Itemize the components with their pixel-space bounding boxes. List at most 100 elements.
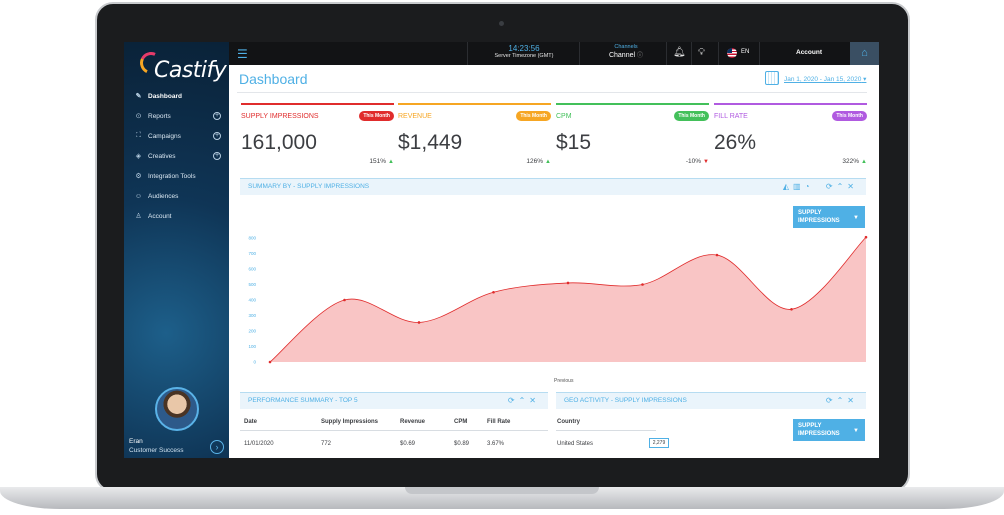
calendar-icon[interactable]: [765, 71, 779, 85]
panel-tools: ⟳⌃✕: [508, 396, 540, 405]
sidebar-item-label: Creatives: [148, 152, 176, 160]
cell-cpm: $0.89: [454, 441, 470, 447]
kpi-card-supply-impressions[interactable]: SUPPLY IMPRESSIONS This Month 161,000 15…: [241, 103, 394, 166]
kpi-value: 161,000: [241, 131, 317, 154]
top-bar: ☰ 14:23:56 Server Timezone (GMT) Channel…: [229, 42, 879, 65]
home-icon[interactable]: ⌂: [850, 42, 879, 65]
kpi-title: CPM: [556, 113, 572, 120]
sidebar-item-creatives[interactable]: ◈ Creatives +: [124, 146, 229, 166]
refresh-icon[interactable]: ⟳: [825, 396, 837, 405]
pie-chart-icon[interactable]: ◔: [804, 182, 814, 191]
y-tick-label: 100: [248, 344, 256, 349]
summary-panel-title: SUMMARY BY - SUPPLY IMPRESSIONS: [248, 183, 370, 190]
kpi-value: $15: [556, 131, 592, 154]
divider: [666, 42, 667, 65]
kpi-card-revenue[interactable]: REVENUE This Month $1,449 126% ▲: [398, 103, 551, 166]
y-tick-label: 0: [253, 360, 256, 365]
expand-plus-icon[interactable]: +: [213, 112, 221, 120]
kpi-value: $1,449: [398, 131, 463, 154]
user-profile-arrow-icon[interactable]: ›: [210, 440, 224, 454]
table-divider: [240, 430, 548, 431]
close-icon[interactable]: ✕: [847, 182, 858, 191]
language-selector[interactable]: EN: [741, 49, 750, 55]
channel-value: Channel ⓘ: [608, 52, 644, 59]
data-point[interactable]: [343, 298, 346, 302]
sidebar-item-label: Reports: [148, 112, 171, 120]
campaigns-icon: ⛶: [136, 132, 141, 139]
cell-fill-rate: 3.67%: [487, 441, 505, 447]
hamburger-menu-icon[interactable]: ☰: [237, 47, 248, 61]
metric-select[interactable]: SUPPLY IMPRESSIONS ▼: [793, 206, 865, 228]
kpi-change: 151% ▲: [369, 158, 394, 165]
close-icon[interactable]: ✕: [529, 396, 540, 405]
close-icon[interactable]: ✕: [847, 396, 858, 405]
kpi-card-cpm[interactable]: CPM This Month $15 -10% ▼: [556, 103, 709, 166]
column-header-supply-impressions[interactable]: Supply Impressions: [321, 419, 379, 425]
data-point[interactable]: [492, 290, 495, 294]
kpi-change: 322% ▲: [842, 158, 867, 165]
header-divider: [237, 92, 867, 93]
expand-plus-icon[interactable]: +: [213, 152, 221, 160]
summary-panel-header: SUMMARY BY - SUPPLY IMPRESSIONS ◭▥◔ ⟳⌃✕: [240, 179, 866, 195]
account-menu[interactable]: Account: [796, 49, 822, 56]
divider: [759, 42, 760, 65]
summary-area-chart: 0 100 200 300 400 500 600 700 800: [248, 235, 868, 365]
collapse-icon[interactable]: ⌃: [836, 396, 848, 405]
laptop-base: [0, 487, 1004, 509]
divider: [467, 42, 468, 65]
geo-metric-select[interactable]: SUPPLY IMPRESSIONS ▼: [793, 419, 865, 441]
refresh-icon[interactable]: ⟳: [507, 396, 519, 405]
sidebar-item-reports[interactable]: ⊙ Reports +: [124, 106, 229, 126]
column-header-revenue[interactable]: Revenue: [400, 419, 426, 425]
divider: [579, 42, 580, 65]
castify-logo[interactable]: Castify: [134, 48, 227, 84]
sidebar-item-integration-tools[interactable]: ⚙ Integration Tools: [124, 166, 229, 186]
column-header-date[interactable]: Date: [244, 419, 258, 425]
chevron-down-icon: ▼: [853, 215, 859, 221]
area-chart-icon[interactable]: ◭: [782, 182, 794, 191]
sidebar-item-dashboard[interactable]: ✎ Dashboard: [124, 86, 229, 106]
chart-legend-fragment: Previous: [554, 378, 574, 384]
us-flag-icon[interactable]: [727, 48, 737, 58]
channel-selector[interactable]: Channels Channel ⓘ: [581, 44, 671, 59]
y-tick-label: 700: [248, 251, 256, 256]
notifications-bell-icon[interactable]: 🔔︎: [673, 47, 686, 58]
webcam: [499, 21, 504, 26]
date-range-picker[interactable]: Jan 1, 2020 - Jan 15, 2020 ▾: [784, 76, 867, 83]
divider: [691, 42, 692, 65]
logo-text: Castify: [154, 58, 227, 83]
column-header-fill-rate[interactable]: Fill Rate: [487, 419, 511, 425]
expand-plus-icon[interactable]: +: [213, 132, 221, 140]
country-count-badge: 2,279: [649, 438, 669, 448]
performance-panel-header: PERFORMANCE SUMMARY - TOP 5 ⟳⌃✕: [240, 393, 548, 409]
performance-panel: PERFORMANCE SUMMARY - TOP 5 ⟳⌃✕: [240, 392, 548, 409]
collapse-icon[interactable]: ⌃: [836, 182, 848, 191]
collapse-icon[interactable]: ⌃: [518, 396, 530, 405]
kpi-title: SUPPLY IMPRESSIONS: [241, 113, 319, 120]
tips-lightbulb-icon[interactable]: 💡︎: [698, 47, 705, 58]
kpi-card-fill-rate[interactable]: FILL RATE This Month 26% 322% ▲: [714, 103, 867, 166]
data-point[interactable]: [864, 235, 868, 239]
bar-chart-icon[interactable]: ▥: [793, 182, 805, 191]
column-header-country[interactable]: Country: [557, 419, 580, 425]
sidebar-item-campaigns[interactable]: ⛶ Campaigns +: [124, 126, 229, 146]
sidebar-item-audiences[interactable]: ☺ Audiences: [124, 186, 229, 206]
kpi-value: 26%: [714, 131, 757, 154]
panel-tools: ⟳⌃✕: [826, 396, 858, 405]
data-point[interactable]: [268, 360, 272, 364]
data-point[interactable]: [566, 281, 570, 285]
sidebar-item-account[interactable]: ♙ Account: [124, 206, 229, 226]
user-name: Eran: [129, 438, 143, 445]
refresh-icon[interactable]: ⟳: [825, 182, 837, 191]
column-header-cpm[interactable]: CPM: [454, 419, 468, 425]
dashboard-icon: ✎: [135, 93, 142, 100]
sidebar: Castify ✎ Dashboard ⊙ Reports + ⛶ Campai…: [124, 42, 229, 458]
data-point[interactable]: [790, 308, 793, 311]
sidebar-item-label: Integration Tools: [148, 172, 196, 180]
avatar[interactable]: [155, 387, 199, 431]
creatives-icon: ◈: [135, 153, 142, 160]
kpi-period-badge: This Month: [359, 111, 394, 121]
data-point[interactable]: [641, 283, 644, 286]
data-point[interactable]: [417, 321, 421, 324]
data-point[interactable]: [715, 253, 719, 257]
